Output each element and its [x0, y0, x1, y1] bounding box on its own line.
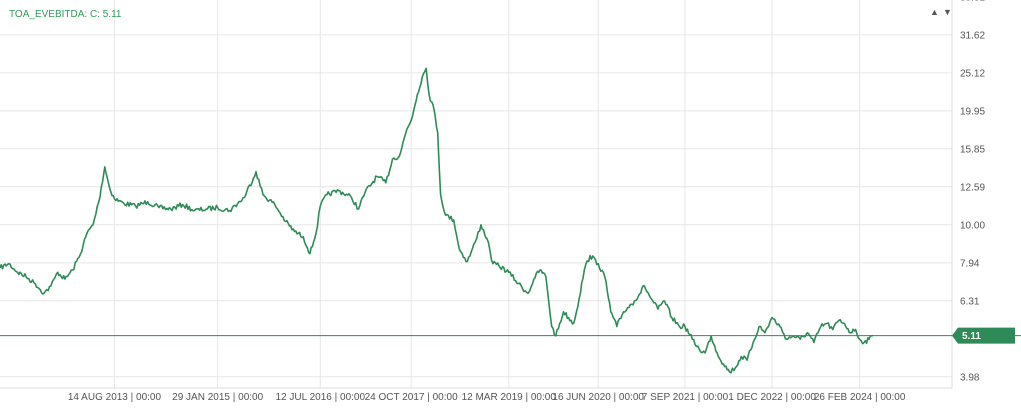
x-tick-label: 7 SEP 2021 | 00:00	[642, 392, 729, 403]
x-tick-label: 26 FEB 2024 | 00:00	[814, 392, 906, 403]
series-layer	[0, 67, 874, 374]
x-tick-label: 16 JUN 2020 | 00:00	[552, 392, 644, 403]
y-tick-label: 7.94	[960, 258, 980, 269]
x-tick-label: 29 JAN 2015 | 00:00	[172, 392, 263, 403]
y-tick-label: 6.31	[960, 296, 980, 307]
y-tick-label: 25.12	[960, 68, 985, 79]
x-tick-label: 1 DEC 2022 | 00:00	[728, 392, 816, 403]
x-tick-label: 12 JUL 2016 | 00:00	[276, 392, 366, 403]
y-tick-label: 10.00	[960, 220, 985, 231]
triangle-up-icon[interactable]: ▲	[930, 7, 939, 17]
grid-lines	[0, 0, 952, 388]
legend-label: TOA_EVEBITDA: C: 5.11	[9, 9, 122, 20]
x-tick-label: 24 OCT 2017 | 00:00	[365, 392, 458, 403]
series-line	[0, 67, 874, 374]
y-tick-label: 12.59	[960, 182, 985, 193]
axis-layer: 39.81 31.62 25.12 19.95 15.85 12.59 10.00 7.94 6…	[0, 0, 1021, 403]
y-tick-label: 3.98	[960, 372, 980, 383]
y-tick-label: 15.85	[960, 144, 985, 155]
y-tick-label: 19.95	[960, 106, 985, 117]
y-tick-label: 31.62	[960, 30, 985, 41]
last-value-label: 5.11	[962, 331, 981, 342]
last-value-badge	[952, 327, 1015, 344]
x-tick-label: 14 AUG 2013 | 00:00	[68, 392, 162, 403]
y-tick-label: 39.81	[960, 0, 985, 3]
x-tick-label: 12 MAR 2019 | 00:00	[462, 392, 557, 403]
triangle-down-icon[interactable]: ▼	[943, 7, 952, 17]
